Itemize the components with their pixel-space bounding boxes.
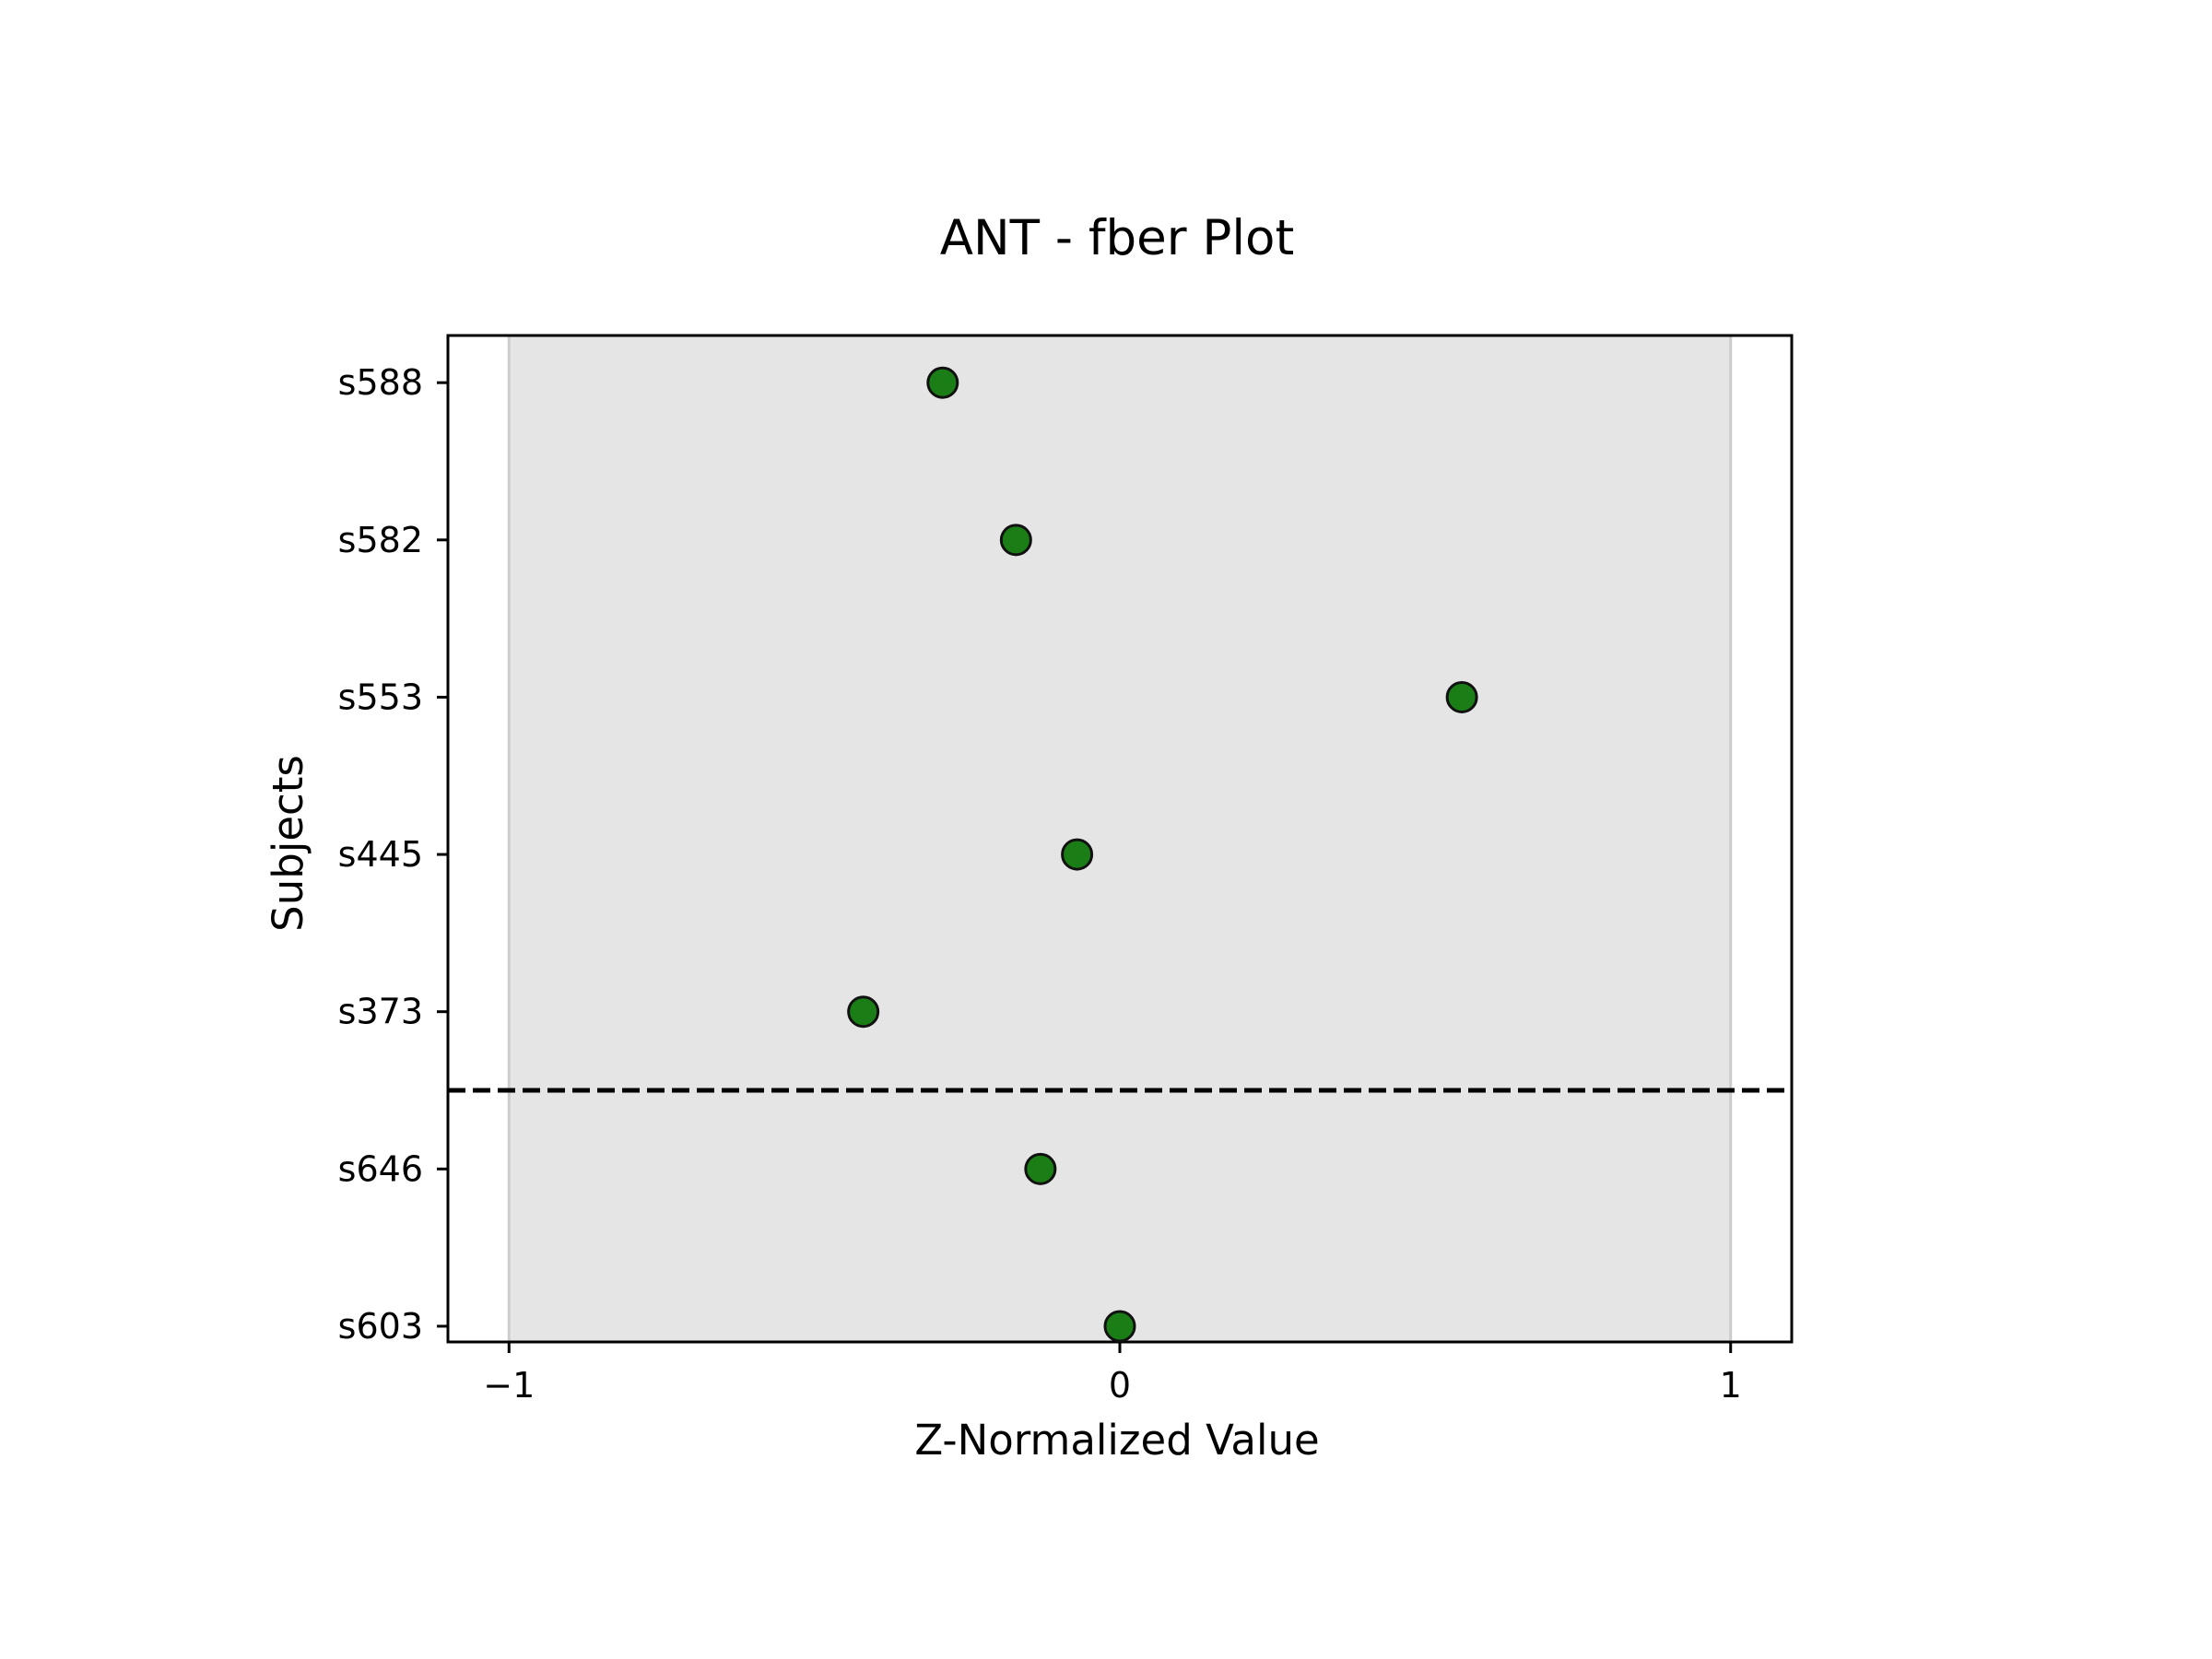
y-tick-label: s603 [338,1306,423,1347]
shaded-band [509,335,1730,1342]
y-axis-label: Subjects [264,755,312,932]
data-point [849,997,878,1027]
y-tick-label: s553 [338,677,423,717]
data-point [1026,1154,1055,1183]
y-tick-label: s582 [338,520,423,560]
x-tick-label: 1 [1720,1365,1742,1406]
chart-title: ANT - fber Plot [940,210,1295,266]
plot-area: −1 0 1 s588 s582 s553 s445 s373 s646 s603 [338,335,1792,1406]
data-point [1001,525,1030,555]
data-point [1063,840,1092,869]
x-tick-label: 0 [1109,1365,1131,1406]
y-tick-label: s373 [338,992,423,1032]
y-tick-label: s588 [338,362,423,403]
data-point [1105,1312,1135,1341]
y-tick-label: s445 [338,834,423,875]
x-tick-label: −1 [483,1365,535,1406]
x-axis-label: Z-Normalized Value [914,1416,1319,1465]
data-point [928,368,958,397]
data-point [1447,682,1477,712]
y-tick-label: s646 [338,1148,423,1189]
